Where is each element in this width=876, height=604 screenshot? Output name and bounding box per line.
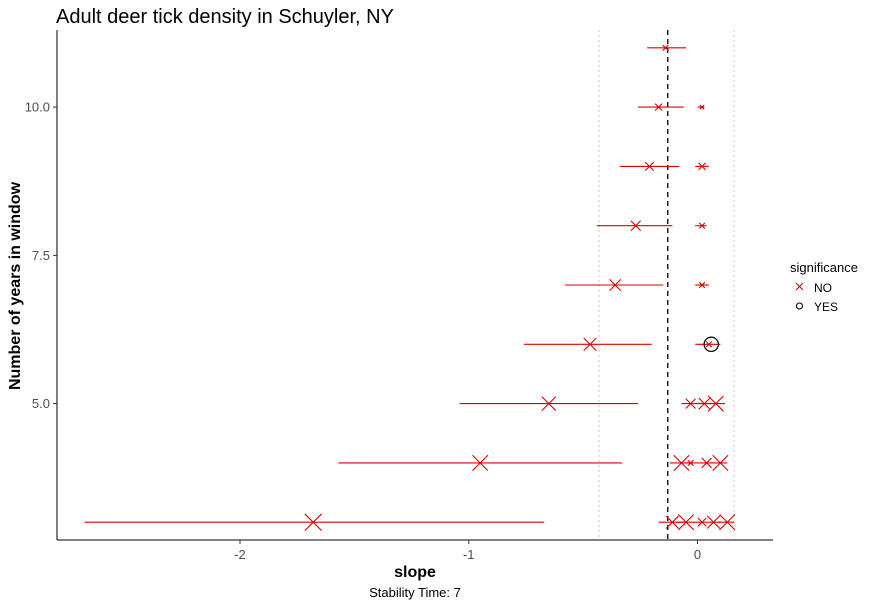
point-no-7 [609, 279, 622, 291]
point-no-22 [665, 515, 680, 529]
point-no-3 [644, 161, 655, 171]
point-no-10 [705, 341, 713, 348]
point-no-0 [662, 44, 669, 51]
x-tick-label-0: -2 [234, 547, 246, 562]
legend-label-no: NO [814, 281, 832, 295]
y-tick-label-0: 5.0 [32, 396, 50, 411]
point-no-23 [677, 514, 695, 531]
x-tick-label-1: -1 [463, 547, 475, 562]
point-no-24 [697, 517, 707, 527]
chart-caption: Stability Time: 7 [369, 585, 461, 600]
point-no-8 [698, 281, 706, 289]
x-axis-title: slope [394, 564, 436, 581]
y-axis-title: Number of years in window [7, 181, 24, 390]
point-no-6 [698, 222, 706, 229]
point-no-2 [699, 104, 705, 110]
chart-title: Adult deer tick density in Schuyler, NY [56, 6, 394, 28]
point-yes-11 [703, 336, 719, 353]
legend-key-no-icon [795, 282, 804, 291]
point-no-21 [304, 513, 322, 531]
legend-label-yes: YES [814, 300, 838, 314]
plot-panel [84, 30, 736, 540]
y-tick-label-2: 10.0 [25, 100, 50, 115]
point-no-16 [472, 454, 489, 471]
point-no-9 [583, 337, 597, 351]
point-no-13 [685, 398, 696, 409]
point-no-5 [630, 220, 642, 231]
legend-title: significance [790, 260, 858, 275]
point-no-12 [541, 396, 557, 411]
point-no-17 [673, 454, 690, 471]
point-no-15 [707, 395, 724, 412]
y-tick-label-1: 7.5 [32, 248, 50, 263]
point-no-20 [712, 454, 729, 471]
point-no-18 [687, 459, 694, 467]
point-no-26 [719, 514, 736, 531]
point-no-19 [701, 457, 712, 469]
axes: -2 -1 0 5.0 7.5 10.0 [25, 30, 773, 562]
legend-keys [795, 282, 804, 310]
point-no-4 [698, 162, 706, 171]
legend: significance NO YES [790, 260, 858, 314]
point-no-1 [654, 103, 663, 111]
point-no-25 [706, 515, 721, 529]
legend-key-yes-icon [795, 302, 804, 310]
point-no-14 [698, 397, 711, 410]
x-tick-label-2: 0 [694, 547, 701, 562]
